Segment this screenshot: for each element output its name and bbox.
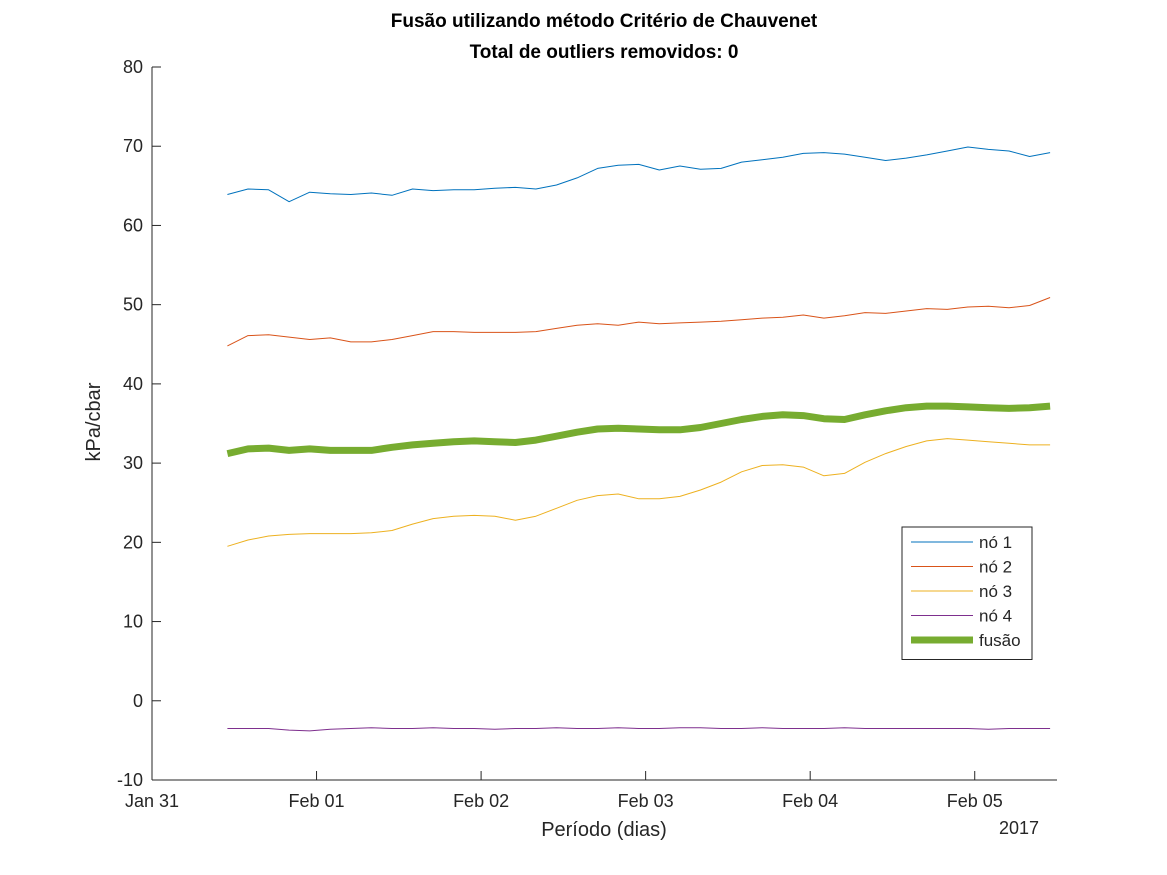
x-tick-label: Feb 01 [289, 791, 345, 811]
y-tick-label: 0 [133, 691, 143, 711]
y-tick-label: 80 [123, 57, 143, 77]
y-tick-label: 60 [123, 215, 143, 235]
chart-subtitle: Total de outliers removidos: 0 [470, 42, 739, 63]
x-tick-label: Feb 05 [947, 791, 1003, 811]
x-axis-year-label: 2017 [999, 818, 1039, 838]
x-axis-label: Período (dias) [541, 819, 667, 841]
y-tick-label: 40 [123, 374, 143, 394]
x-tick-label: Feb 03 [618, 791, 674, 811]
legend-label: fusão [979, 631, 1021, 650]
series-line-3 [227, 438, 1051, 547]
x-tick-label: Jan 31 [125, 791, 179, 811]
chart-title: Fusão utilizando método Critério de Chau… [391, 11, 818, 32]
y-tick-label: 50 [123, 295, 143, 315]
y-axis-label: kPa/cbar [83, 382, 105, 461]
y-tick-label: 30 [123, 453, 143, 473]
y-tick-label: -10 [117, 770, 143, 790]
legend-label: nó 1 [979, 533, 1012, 552]
x-tick-label: Feb 02 [453, 791, 509, 811]
legend-label: nó 2 [979, 558, 1012, 577]
series-line-5 [226, 402, 1051, 458]
series-line-2 [227, 297, 1051, 347]
x-tick-label: Feb 04 [782, 791, 838, 811]
series-line-4 [227, 727, 1051, 732]
y-tick-label: 10 [123, 612, 143, 632]
y-tick-label: 20 [123, 532, 143, 552]
legend-label: nó 3 [979, 582, 1012, 601]
series-line-1 [227, 146, 1051, 203]
plot-area: -10 0 10 20 30 40 50 60 70 80 Jan 31 Feb 01 Feb 02 Fe… [117, 57, 1057, 811]
legend-label: nó 4 [979, 607, 1012, 626]
y-tick-label: 70 [123, 136, 143, 156]
